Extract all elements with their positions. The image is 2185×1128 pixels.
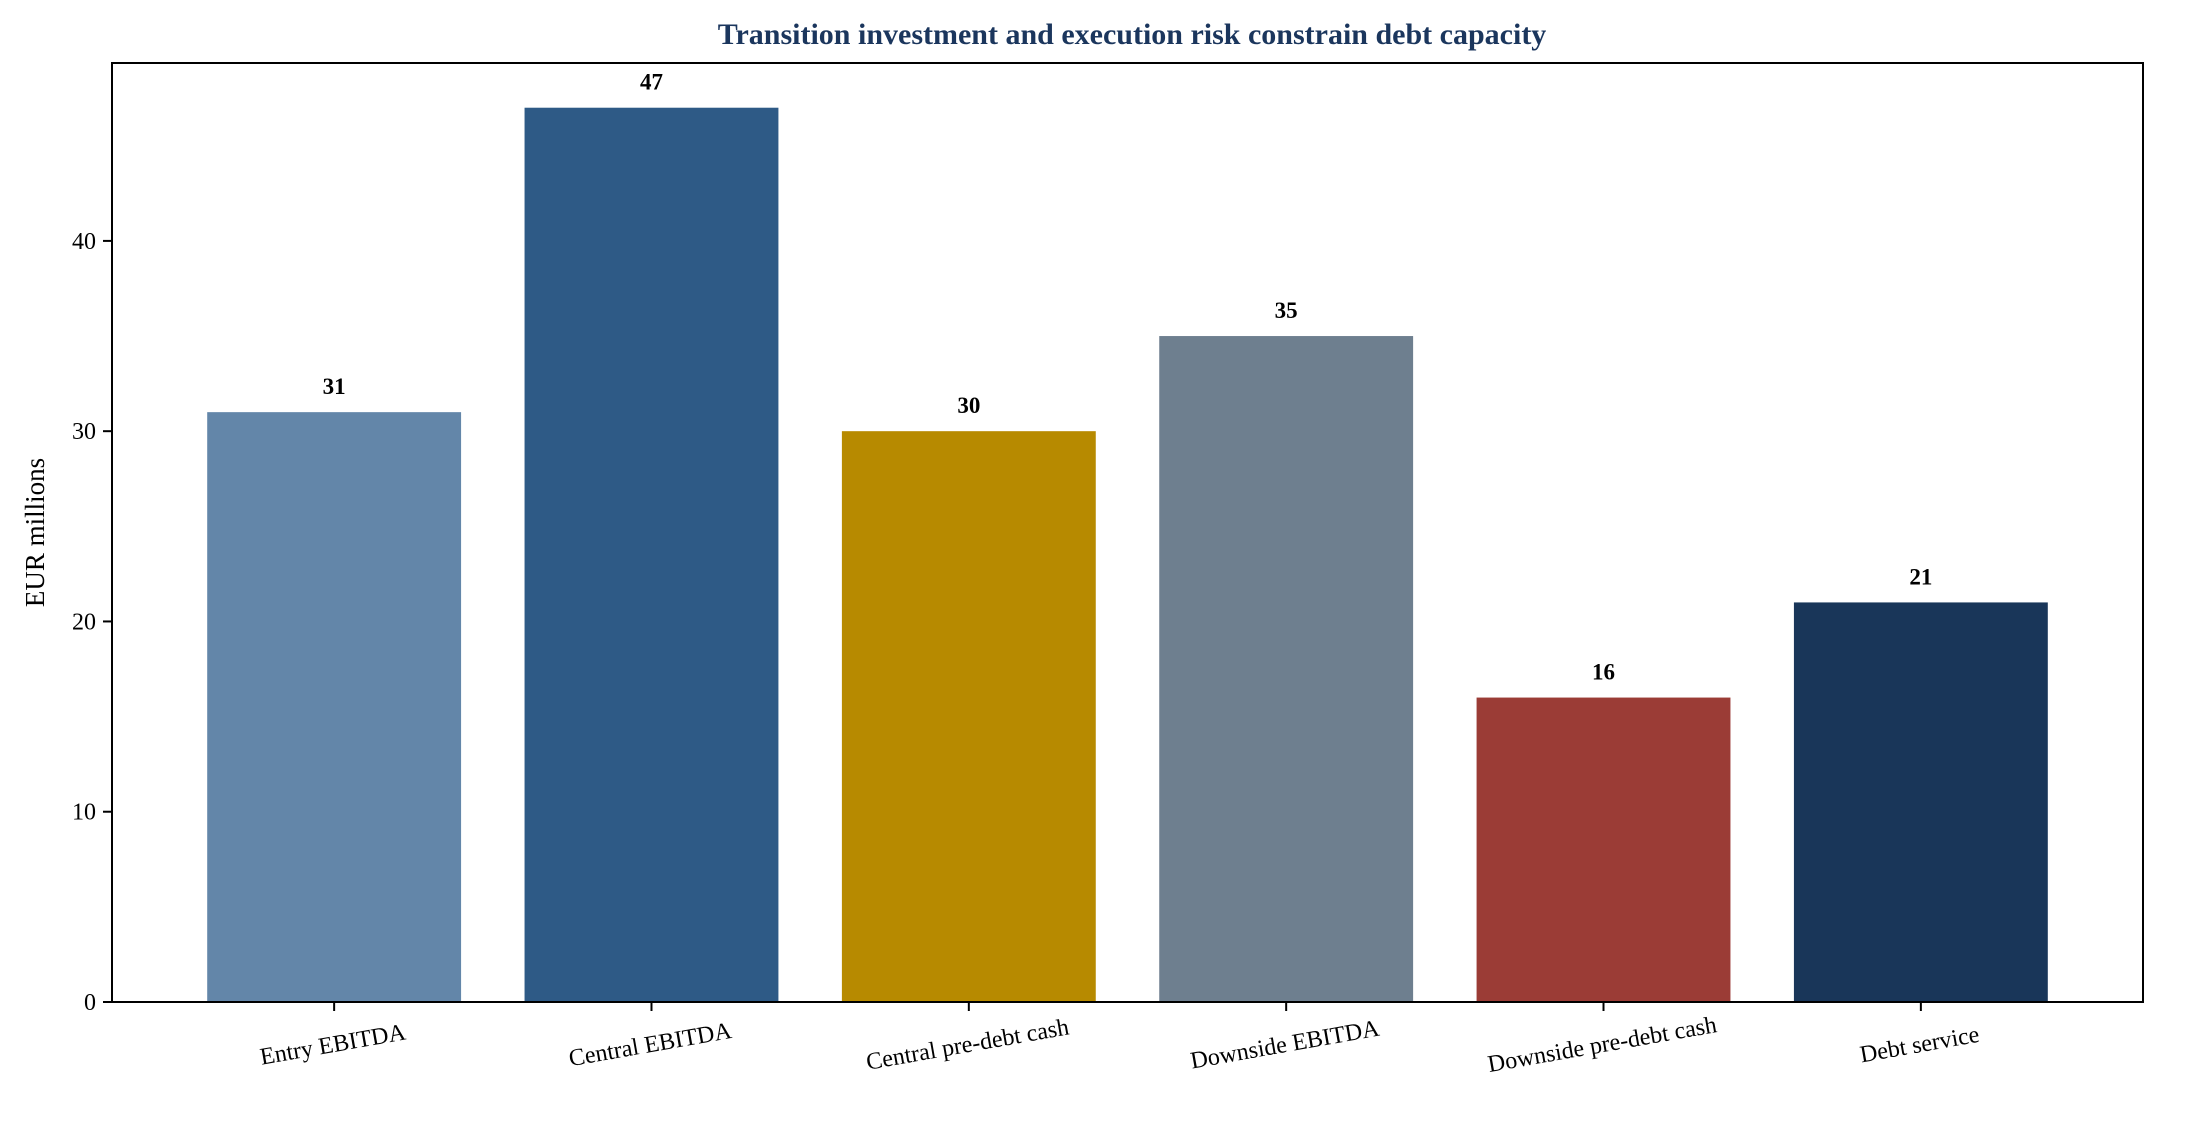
data-label: 47 [640, 70, 663, 95]
x-tick-label: Downside EBITDA [1188, 1016, 1382, 1075]
x-tick-label: Downside pre-debt cash [1486, 1012, 1719, 1078]
y-axis-ticks: 0 10 20 30 40 [72, 229, 112, 1016]
x-tick-label: Central pre-debt cash [864, 1014, 1071, 1075]
y-tick-label: 20 [72, 609, 96, 635]
data-labels-group: 31 47 30 35 16 21 [323, 70, 1933, 685]
bar-downside-pre-debt-cash [1476, 697, 1731, 1002]
data-label: 21 [1909, 564, 1932, 589]
bar-central-pre-debt-cash [841, 431, 1096, 1002]
x-tick-label: Entry EBITDA [258, 1019, 408, 1070]
plot-frame [111, 62, 2144, 1003]
x-tick-label: Central EBITDA [567, 1018, 734, 1072]
x-axis-ticks: Entry EBITDA Central EBITDA Central pre-de… [258, 1002, 1981, 1078]
y-tick-label: 0 [84, 990, 96, 1016]
y-tick-label: 10 [72, 800, 96, 826]
bar-entry-ebitda [207, 412, 462, 1002]
x-tick-label: Debt service [1858, 1022, 1981, 1069]
data-label: 16 [1592, 660, 1615, 685]
bar-central-ebitda [524, 107, 779, 1002]
data-label: 30 [957, 393, 980, 418]
y-tick-label: 40 [72, 229, 96, 255]
y-axis-label: EUR millions [20, 458, 50, 607]
data-label: 31 [323, 374, 346, 399]
bar-debt-service [1793, 602, 2048, 1002]
chart-title: Transition investment and execution risk… [718, 18, 1547, 51]
bar-downside-ebitda [1159, 336, 1414, 1002]
data-label: 35 [1275, 298, 1298, 323]
bars-group [207, 107, 2048, 1002]
y-tick-label: 30 [72, 419, 96, 445]
